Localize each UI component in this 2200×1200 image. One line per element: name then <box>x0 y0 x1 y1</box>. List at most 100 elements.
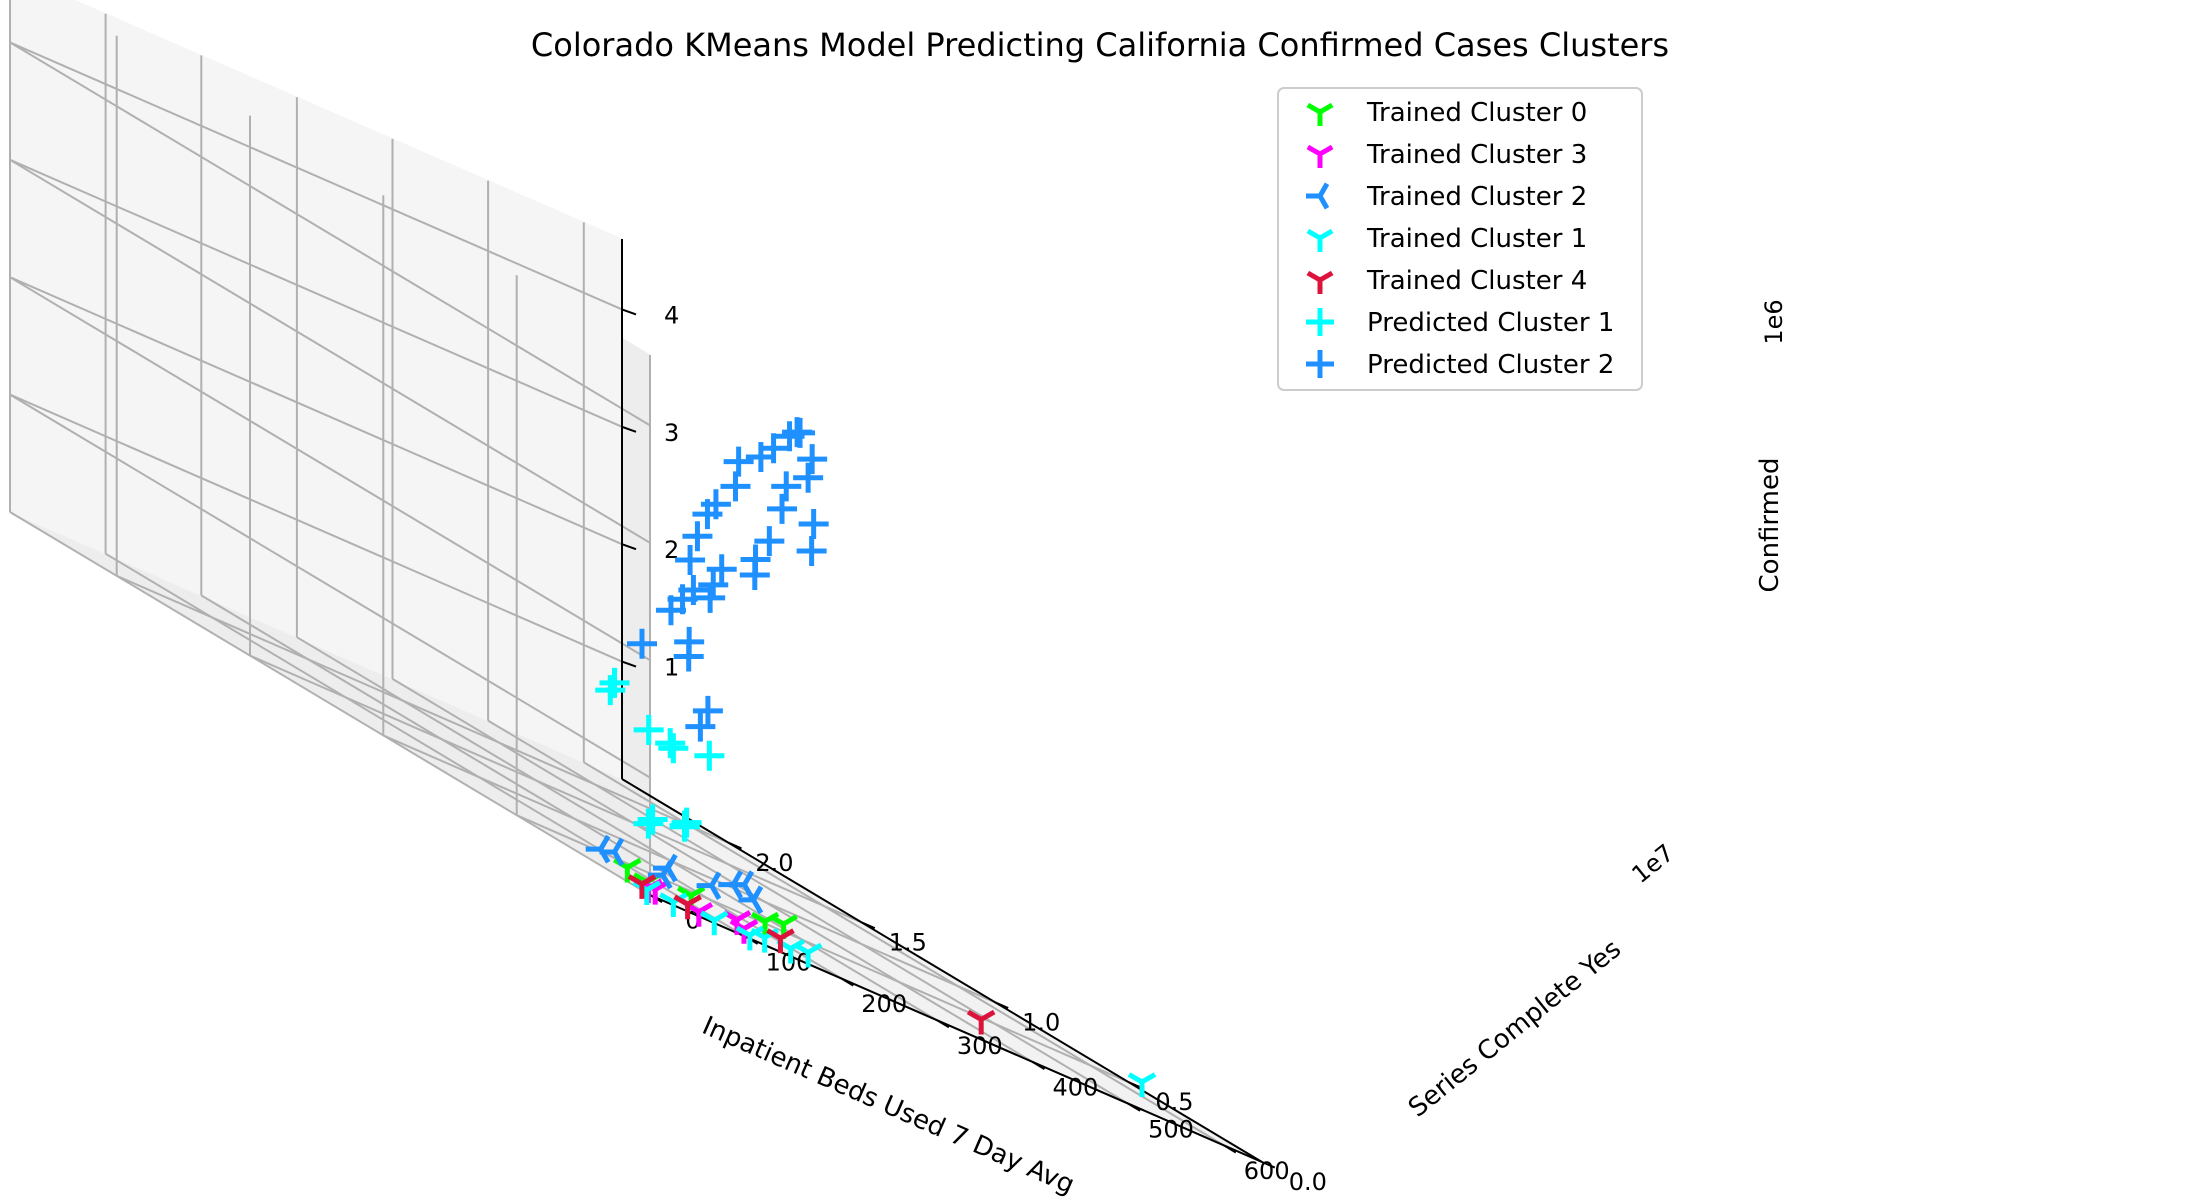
y-tick-label: 1.5 <box>889 929 927 957</box>
x-tick-label: 500 <box>1148 1115 1194 1143</box>
legend-frame <box>1277 87 1643 391</box>
data-point <box>674 626 705 657</box>
data-point <box>766 928 795 954</box>
legend-marker <box>1306 228 1334 252</box>
y-tick-label: 1.0 <box>1022 1008 1060 1036</box>
x-tick-label: 400 <box>1052 1074 1098 1102</box>
grid-line-y <box>382 734 996 1004</box>
data-point <box>599 667 630 698</box>
legend-label: Trained Cluster 1 <box>1366 224 1587 254</box>
data-point <box>637 804 668 835</box>
data-point <box>696 871 722 900</box>
legend-marker <box>1306 144 1334 168</box>
data-point <box>785 417 816 448</box>
data-point <box>796 535 827 566</box>
legend-label: Predicted Cluster 1 <box>1367 308 1614 338</box>
data-point <box>658 733 689 764</box>
data-point <box>633 808 664 839</box>
y-axis-line <box>621 778 1263 1163</box>
data-point <box>793 462 824 493</box>
z-axis-offset: 1e6 <box>1760 299 1788 344</box>
legend-label: Trained Cluster 4 <box>1366 266 1587 296</box>
x-axis-tick <box>1031 1061 1046 1070</box>
z-tick-label: 4 <box>664 301 679 329</box>
axis-panes <box>9 0 1263 1163</box>
legend-marker <box>1306 270 1334 294</box>
grid-line-z <box>9 41 623 311</box>
y-axis-tick <box>1261 1161 1276 1169</box>
z-axis-tick <box>621 543 637 551</box>
data-point <box>767 493 798 524</box>
z-tick-label: 3 <box>664 419 679 447</box>
data-point <box>685 711 716 742</box>
data-point <box>771 471 802 502</box>
data-point <box>599 837 625 867</box>
legend-marker <box>1306 182 1330 210</box>
data-point <box>754 526 785 557</box>
legend-label: Predicted Cluster 2 <box>1367 350 1614 380</box>
data-point <box>720 471 751 502</box>
data-point <box>793 942 823 968</box>
data-point <box>678 575 709 606</box>
legend: Trained Cluster 0 Trained Cluster 3 Traine… <box>1277 87 1643 391</box>
legend-label: Trained Cluster 3 <box>1366 140 1587 170</box>
grid-lines <box>9 0 1263 1163</box>
data-point <box>797 444 828 475</box>
data-point <box>723 446 754 477</box>
data-point <box>1127 1072 1157 1097</box>
series-4 <box>627 874 996 1035</box>
legend-label: Trained Cluster 2 <box>1366 182 1587 212</box>
grid-line-z <box>9 158 623 428</box>
data-point <box>669 811 700 842</box>
legend-marker <box>1306 350 1334 378</box>
y-axis-offset: 1e7 <box>1627 839 1680 889</box>
z-axis-tick <box>621 425 637 433</box>
data-point <box>699 910 729 936</box>
data-point <box>698 569 729 600</box>
data-point <box>692 695 723 726</box>
data-point <box>675 544 706 575</box>
data-point <box>700 489 731 520</box>
grid-line-z <box>9 276 651 662</box>
grid-line-z <box>9 393 651 779</box>
grid-line-z <box>9 393 623 663</box>
z-axis-tick <box>621 660 637 668</box>
data-point <box>739 559 770 590</box>
data-point <box>758 433 789 464</box>
data-point <box>595 675 626 706</box>
y-tick-label: 0.0 <box>1289 1168 1327 1196</box>
data-point <box>738 885 764 915</box>
y-axis-tick <box>861 921 876 930</box>
y-axis-tick <box>994 1001 1009 1009</box>
data-point <box>966 1009 996 1035</box>
z-axis-label: Confirmed <box>1755 458 1785 593</box>
grid-line-z <box>9 41 651 427</box>
x-axis-tick <box>1223 1144 1237 1154</box>
x-axis-tick <box>1127 1102 1141 1112</box>
chart-title: Colorado KMeans Model Predicting Califor… <box>531 26 1669 64</box>
y-axis-label: Series Complete Yes <box>1403 934 1627 1123</box>
grid-line-z <box>9 158 651 544</box>
z-tick-label: 1 <box>664 654 679 682</box>
x-tick-label: 600 <box>1244 1157 1290 1185</box>
data-point <box>706 554 737 585</box>
data-point <box>627 874 657 899</box>
data-point <box>694 740 725 771</box>
legend-marker <box>1306 102 1334 126</box>
series-2 <box>585 834 764 915</box>
grid-line-y <box>516 814 1130 1084</box>
data-point <box>633 714 664 745</box>
grid-line-x <box>391 678 1034 1063</box>
data-point <box>729 870 755 899</box>
z-axis-tick <box>621 308 637 316</box>
y-tick-label: 0.5 <box>1155 1088 1193 1116</box>
y-axis-tick <box>728 841 742 850</box>
y-tick-label: 2.0 <box>755 849 793 877</box>
z-tick-label: 2 <box>664 536 679 564</box>
series-6 <box>627 417 829 742</box>
data-point <box>627 628 657 659</box>
grid-line-x <box>487 719 1129 1105</box>
legend-marker <box>1306 308 1334 336</box>
